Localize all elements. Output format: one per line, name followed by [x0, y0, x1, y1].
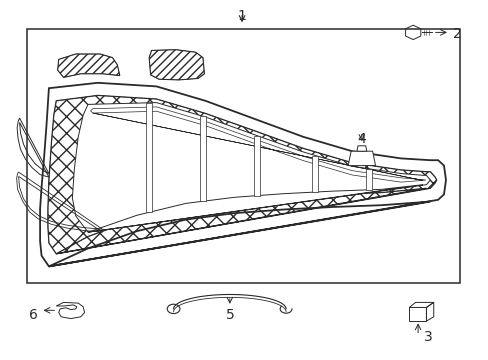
- Bar: [27, 29, 459, 283]
- Polygon shape: [347, 151, 375, 166]
- Polygon shape: [408, 307, 426, 321]
- Text: 4: 4: [357, 132, 366, 145]
- Text: 3: 3: [423, 330, 431, 343]
- Polygon shape: [200, 116, 205, 201]
- Polygon shape: [253, 135, 259, 196]
- Polygon shape: [366, 169, 371, 190]
- Text: 1: 1: [237, 9, 246, 23]
- Text: 2: 2: [452, 27, 461, 41]
- Text: 6: 6: [29, 308, 38, 322]
- Text: 5: 5: [225, 308, 234, 322]
- Polygon shape: [408, 302, 433, 307]
- Polygon shape: [146, 103, 152, 212]
- Polygon shape: [72, 103, 429, 232]
- Polygon shape: [356, 146, 366, 151]
- Polygon shape: [149, 50, 204, 80]
- Polygon shape: [58, 54, 120, 77]
- Polygon shape: [312, 156, 318, 192]
